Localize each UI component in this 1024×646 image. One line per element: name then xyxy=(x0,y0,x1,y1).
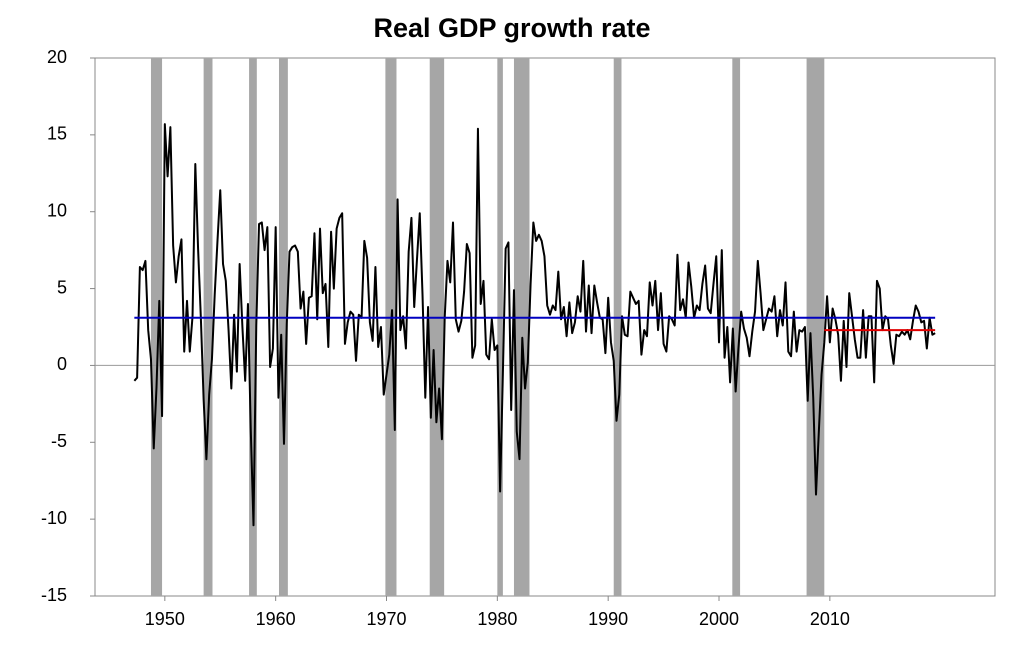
y-tick-label: 15 xyxy=(47,124,67,144)
recession-band xyxy=(150,58,163,596)
recession-band xyxy=(249,58,257,596)
y-tick-label: 0 xyxy=(57,354,67,374)
x-tick-label: 1970 xyxy=(366,609,406,629)
x-tick-label: 2000 xyxy=(699,609,739,629)
recession-band xyxy=(613,58,622,596)
y-tick-label: -10 xyxy=(41,508,67,528)
recession-band xyxy=(806,58,825,596)
x-tick-label: 1950 xyxy=(145,609,185,629)
y-tick-label: 10 xyxy=(47,200,67,220)
x-tick-label: 1960 xyxy=(256,609,296,629)
x-tick-label: 1990 xyxy=(588,609,628,629)
y-tick-label: 5 xyxy=(57,277,67,297)
recession-band xyxy=(497,58,503,596)
recession-band xyxy=(203,58,213,596)
y-tick-label: 20 xyxy=(47,47,67,67)
recession-band xyxy=(513,58,530,596)
y-tick-label: -15 xyxy=(41,585,67,605)
recession-band xyxy=(732,58,741,596)
y-tick-label: -5 xyxy=(51,431,67,451)
recession-band xyxy=(429,58,445,596)
gdp-line xyxy=(133,123,936,527)
x-tick-label: 1980 xyxy=(477,609,517,629)
chart-title: Real GDP growth rate xyxy=(373,13,650,43)
recession-band xyxy=(278,58,288,596)
x-tick-label: 2010 xyxy=(810,609,850,629)
plot-area xyxy=(94,57,996,597)
